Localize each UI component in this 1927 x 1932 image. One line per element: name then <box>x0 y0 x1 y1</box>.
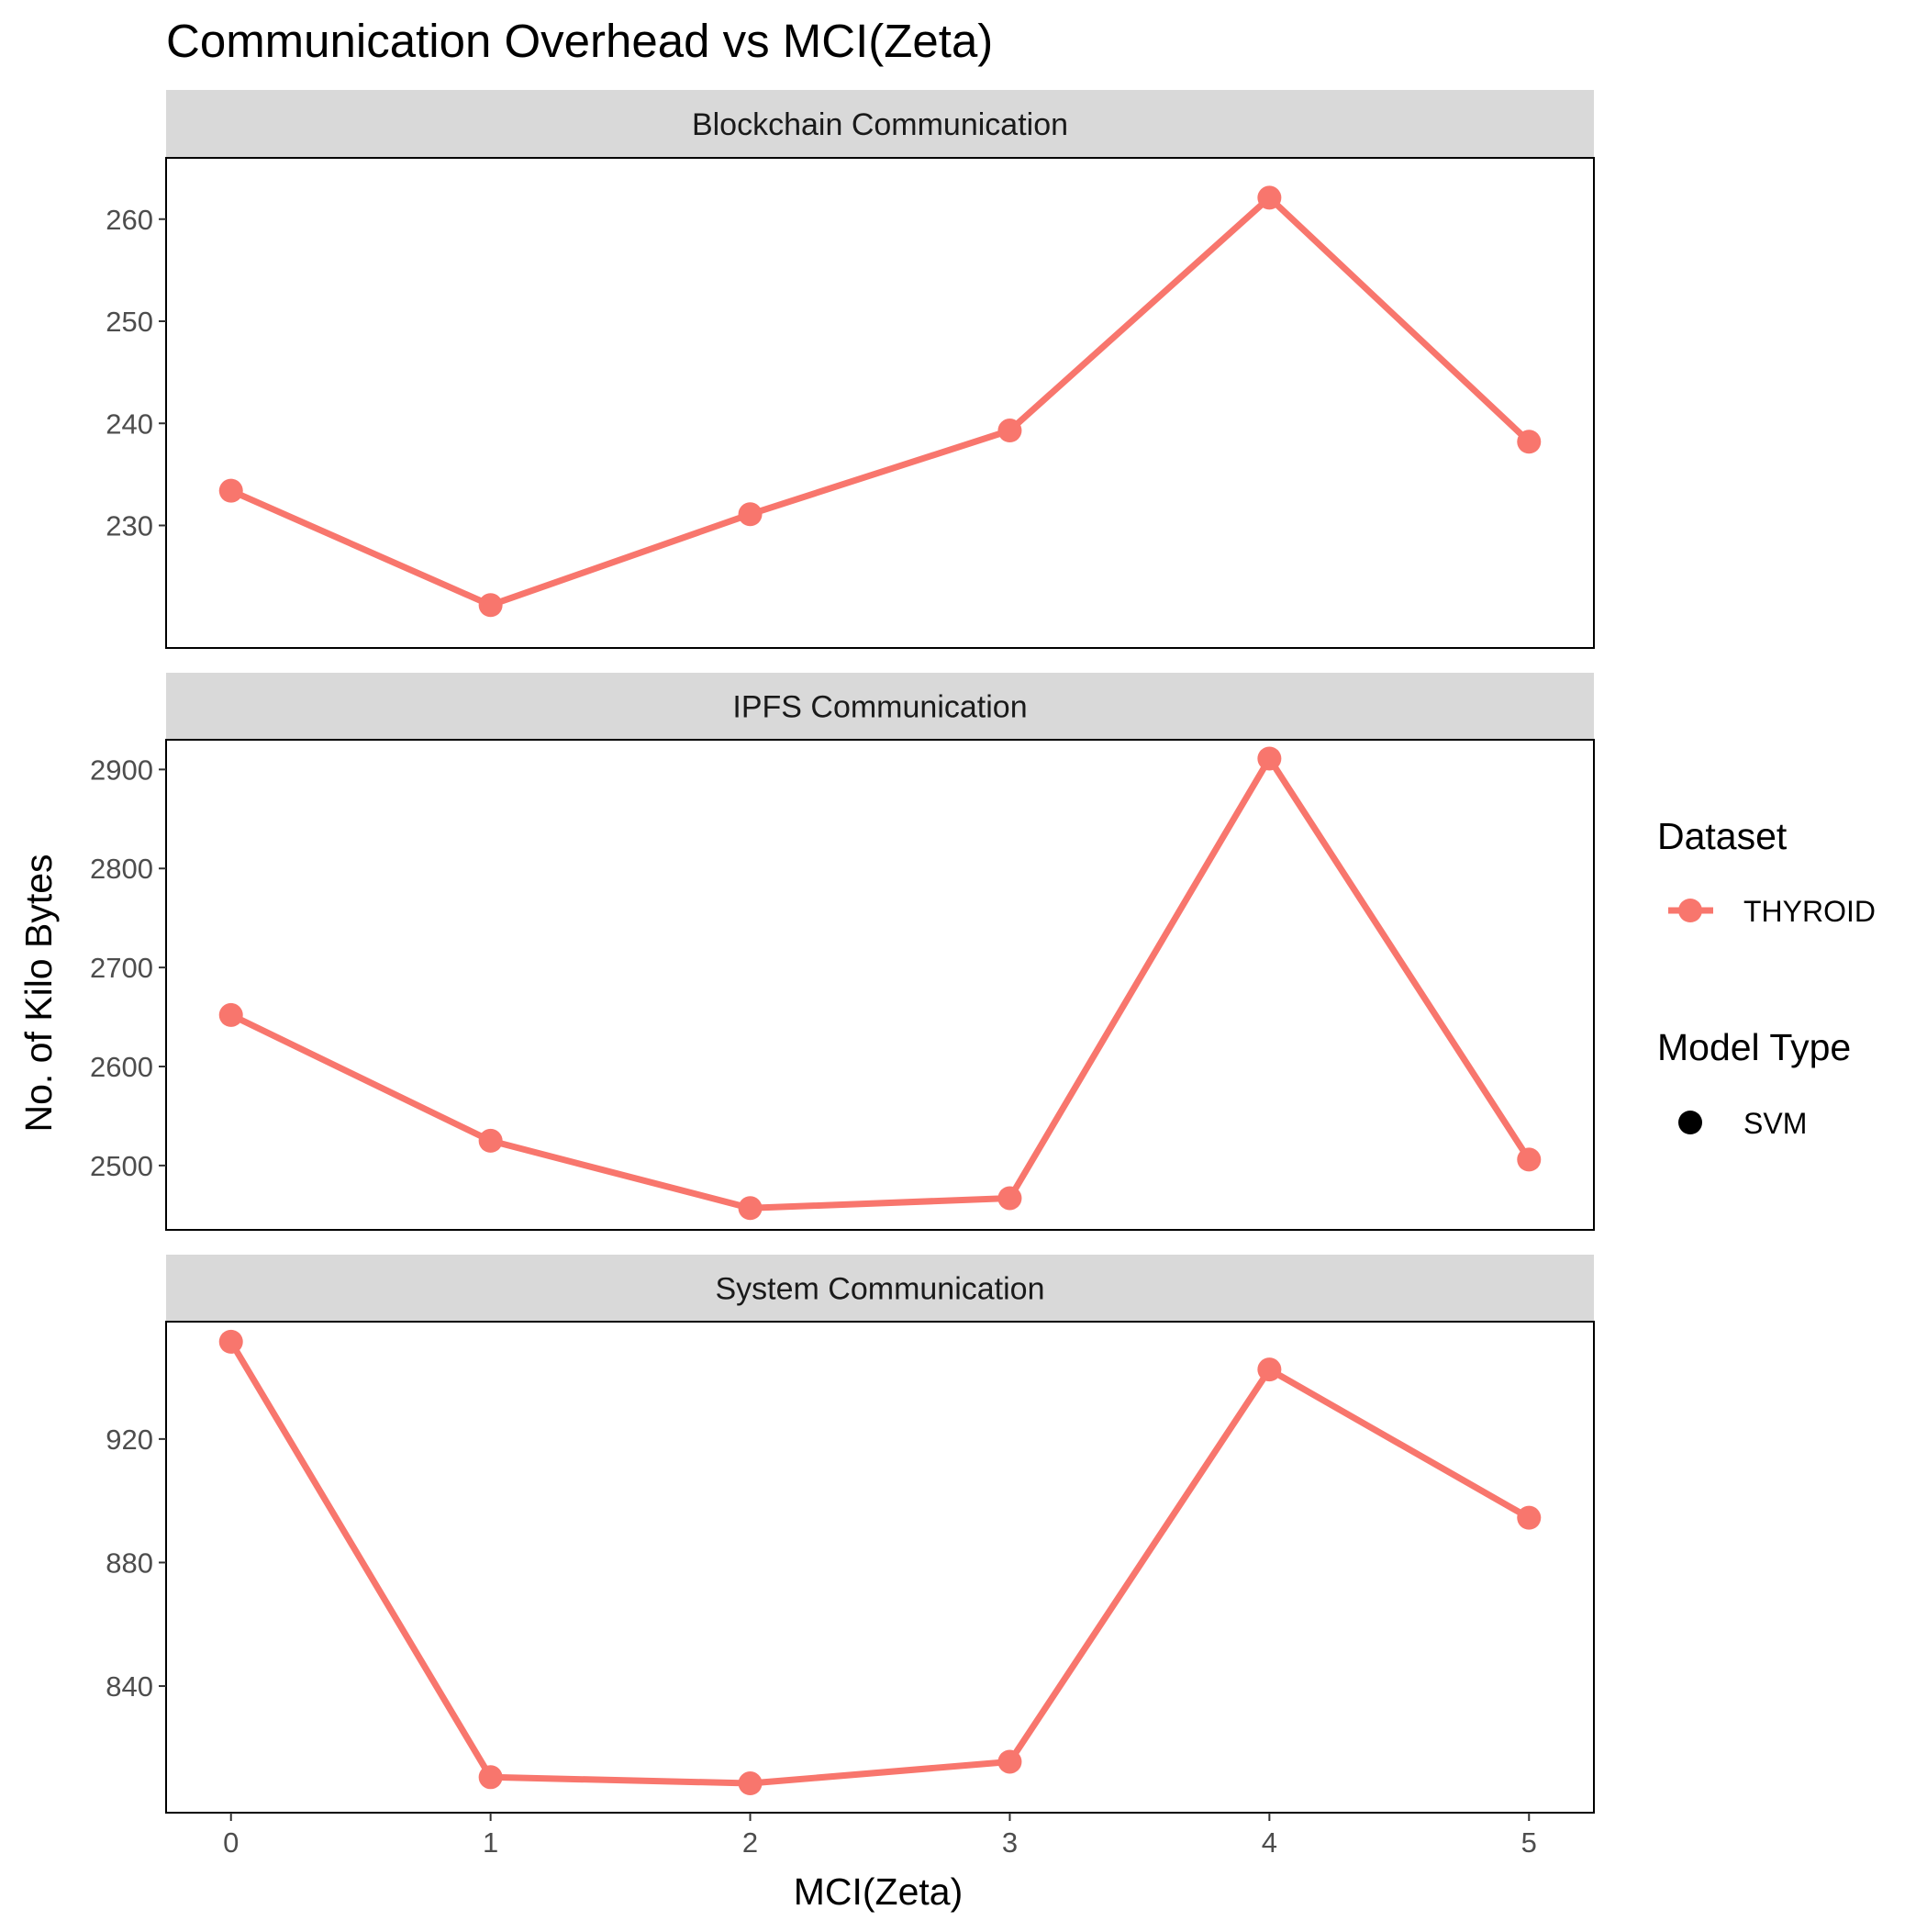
data-point <box>478 593 503 618</box>
legend: Dataset THYROID Model Type SVM <box>1657 815 1876 1140</box>
facet-strip <box>166 1255 1594 1322</box>
y-tick-label: 2900 <box>90 754 153 786</box>
y-tick-label: 260 <box>106 204 153 236</box>
y-tick-label: 920 <box>106 1424 153 1456</box>
data-point <box>997 1749 1022 1774</box>
data-point <box>997 1186 1022 1211</box>
legend-label: SVM <box>1743 1107 1807 1140</box>
y-tick-label: 250 <box>106 306 153 338</box>
facet-strip-label: Blockchain Communication <box>692 107 1068 142</box>
x-tick-label: 1 <box>483 1826 498 1859</box>
x-tick-label: 3 <box>1002 1826 1018 1859</box>
legend-group: Dataset THYROID <box>1657 815 1876 928</box>
x-tick-label: 4 <box>1262 1826 1277 1859</box>
x-tick-label: 5 <box>1521 1826 1537 1859</box>
series-line <box>228 194 1532 609</box>
panel-border <box>165 1321 1595 1814</box>
facet-strip-label: System Communication <box>715 1272 1044 1307</box>
y-tick-label: 840 <box>106 1670 153 1703</box>
y-tick-label: 2500 <box>90 1150 153 1182</box>
facet-panel: System Communication 840 880 920 <box>106 1255 1595 1814</box>
data-point <box>997 419 1022 443</box>
data-point <box>738 502 763 527</box>
legend-group: Model Type SVM <box>1657 1026 1851 1140</box>
y-tick-label: 880 <box>106 1547 153 1579</box>
panel-border <box>165 157 1595 649</box>
facet-strip <box>166 673 1594 740</box>
facet-panel: Blockchain Communication 230 240 250 260 <box>106 90 1595 649</box>
legend-key <box>1668 899 1713 922</box>
legend-key-point <box>1678 899 1702 922</box>
legend-key <box>1678 1111 1702 1134</box>
y-tick-label: 230 <box>106 510 153 542</box>
data-point <box>1257 185 1282 210</box>
data-point <box>1517 1505 1542 1530</box>
data-point <box>478 1128 503 1153</box>
data-point <box>218 1002 243 1027</box>
data-point <box>738 1196 763 1221</box>
data-point <box>738 1771 763 1796</box>
panel-border <box>165 739 1595 1231</box>
chart-title: Communication Overhead vs MCI(Zeta) <box>166 15 993 67</box>
data-point <box>1257 746 1282 771</box>
facet-strip <box>166 90 1594 158</box>
legend-key-point <box>1678 1111 1702 1134</box>
y-axis-title: No. of Kilo Bytes <box>17 854 60 1132</box>
data-point <box>1517 1147 1542 1172</box>
x-axis-title: MCI(Zeta) <box>794 1871 964 1913</box>
y-tick-label: 2600 <box>90 1051 153 1083</box>
y-tick-label: 240 <box>106 408 153 440</box>
x-axis: 0 1 2 3 4 5 <box>223 1813 1537 1859</box>
facet-panel: IPFS Communication 2500 2600 2700 2800 2900 <box>90 673 1595 1231</box>
data-point <box>478 1765 503 1790</box>
data-point <box>218 1329 243 1354</box>
data-point <box>1257 1357 1282 1382</box>
legend-label: THYROID <box>1743 895 1876 928</box>
y-tick-label: 2800 <box>90 853 153 885</box>
legend-title: Model Type <box>1657 1026 1851 1068</box>
y-tick-label: 2700 <box>90 952 153 984</box>
legend-title: Dataset <box>1657 815 1788 857</box>
facet-panels: Blockchain Communication 230 240 250 260 IPFS… <box>90 90 1595 1814</box>
series-line <box>228 1338 1532 1787</box>
x-tick-label: 2 <box>742 1826 758 1859</box>
x-tick-label: 0 <box>223 1826 239 1859</box>
facet-strip-label: IPFS Communication <box>732 690 1027 725</box>
series-line <box>228 755 1532 1212</box>
data-point <box>1517 430 1542 454</box>
data-point <box>218 478 243 503</box>
